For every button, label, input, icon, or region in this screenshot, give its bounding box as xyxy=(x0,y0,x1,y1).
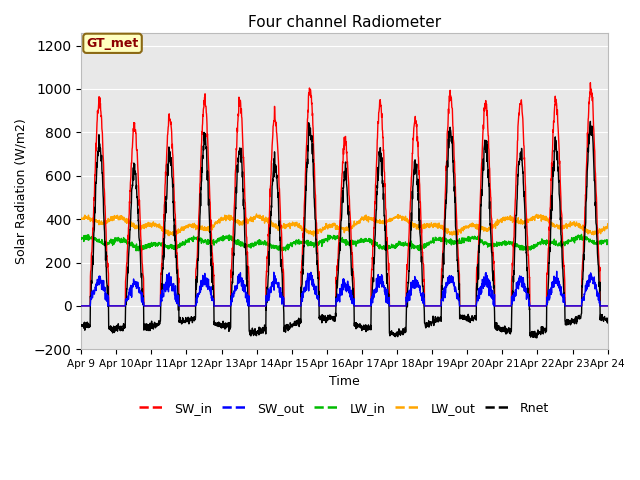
SW_out xyxy=(224,303,232,309)
SW_in xyxy=(360,303,367,309)
LW_out xyxy=(604,221,612,227)
SW_in xyxy=(371,199,379,205)
LW_in xyxy=(224,236,232,242)
Title: Four channel Radiometer: Four channel Radiometer xyxy=(248,15,441,30)
Text: GT_met: GT_met xyxy=(86,37,139,50)
SW_in xyxy=(557,206,565,212)
SW_out xyxy=(497,303,505,309)
LW_in xyxy=(497,241,505,247)
LW_in xyxy=(577,231,585,237)
LW_in xyxy=(371,240,379,246)
SW_out xyxy=(371,287,379,292)
SW_out xyxy=(557,288,565,294)
LW_out xyxy=(498,216,506,222)
LW_out xyxy=(557,225,565,230)
Line: Rnet: Rnet xyxy=(81,121,608,338)
Rnet xyxy=(572,319,580,324)
LW_out xyxy=(360,217,367,223)
LW_in xyxy=(524,248,532,254)
Legend: SW_in, SW_out, LW_in, LW_out, Rnet: SW_in, SW_out, LW_in, LW_out, Rnet xyxy=(134,397,554,420)
LW_out xyxy=(253,211,260,217)
SW_out xyxy=(360,303,367,309)
LW_in xyxy=(360,238,367,243)
SW_out xyxy=(77,303,85,309)
SW_in xyxy=(572,303,580,309)
SW_in xyxy=(224,303,232,309)
LW_out xyxy=(77,216,85,222)
X-axis label: Time: Time xyxy=(329,374,360,387)
SW_out xyxy=(572,303,580,309)
Rnet xyxy=(224,323,232,329)
Rnet xyxy=(586,119,594,124)
Rnet xyxy=(557,238,565,243)
SW_in xyxy=(586,80,594,85)
LW_in xyxy=(572,236,580,242)
Rnet xyxy=(77,323,85,329)
SW_in xyxy=(497,303,505,309)
Y-axis label: Solar Radiation (W/m2): Solar Radiation (W/m2) xyxy=(15,118,28,264)
Rnet xyxy=(497,328,505,334)
LW_out xyxy=(371,216,379,222)
Rnet xyxy=(371,238,379,244)
Rnet xyxy=(604,320,612,326)
LW_out xyxy=(572,222,580,228)
Rnet xyxy=(533,335,541,341)
SW_in xyxy=(604,303,612,309)
SW_in xyxy=(77,303,85,309)
Line: LW_out: LW_out xyxy=(81,214,608,236)
Line: SW_in: SW_in xyxy=(81,83,608,306)
LW_out xyxy=(224,216,232,222)
LW_in xyxy=(557,240,565,246)
Line: SW_out: SW_out xyxy=(81,271,608,306)
SW_out xyxy=(604,303,612,309)
LW_in xyxy=(77,236,85,242)
LW_in xyxy=(604,238,612,244)
SW_out xyxy=(553,268,561,274)
LW_out xyxy=(310,233,317,239)
Rnet xyxy=(360,326,367,332)
Line: LW_in: LW_in xyxy=(81,234,608,251)
